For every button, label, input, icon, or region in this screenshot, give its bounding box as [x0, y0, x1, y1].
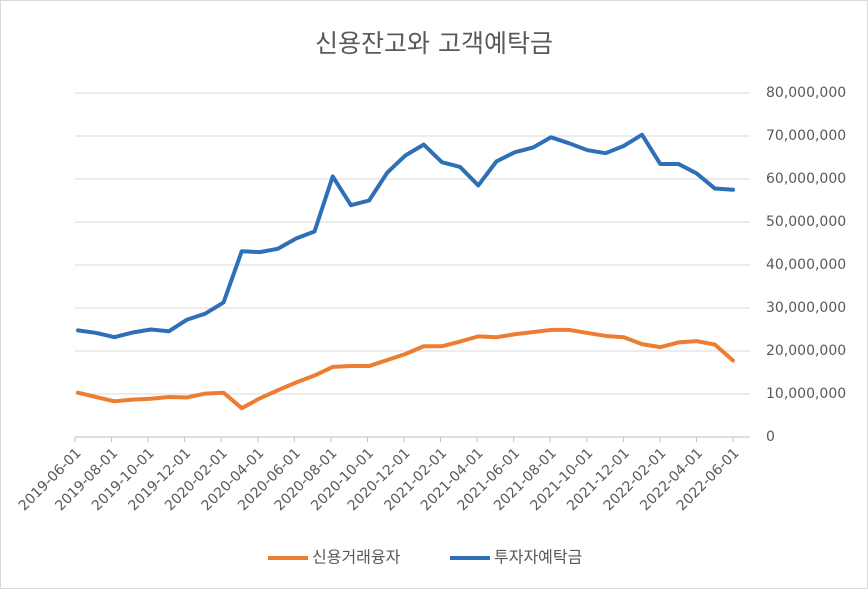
series-line — [76, 132, 735, 340]
y-tick-label: 0 — [766, 429, 775, 445]
y-tick-label: 50,000,000 — [766, 214, 846, 230]
series-line — [76, 327, 735, 411]
y-tick-label: 60,000,000 — [766, 171, 846, 187]
y-tick-label: 40,000,000 — [766, 257, 846, 273]
chart-title: 신용잔고와 고객예탁금 — [315, 29, 553, 58]
y-tick-label: 80,000,000 — [766, 85, 846, 101]
y-tick-label: 30,000,000 — [766, 300, 846, 316]
legend-label: 신용거래융자 — [312, 548, 401, 567]
legend-label: 투자자예탁금 — [494, 548, 582, 567]
y-tick-label: 20,000,000 — [766, 343, 846, 359]
y-tick-label: 10,000,000 — [766, 386, 846, 402]
y-tick-label: 70,000,000 — [766, 128, 846, 144]
